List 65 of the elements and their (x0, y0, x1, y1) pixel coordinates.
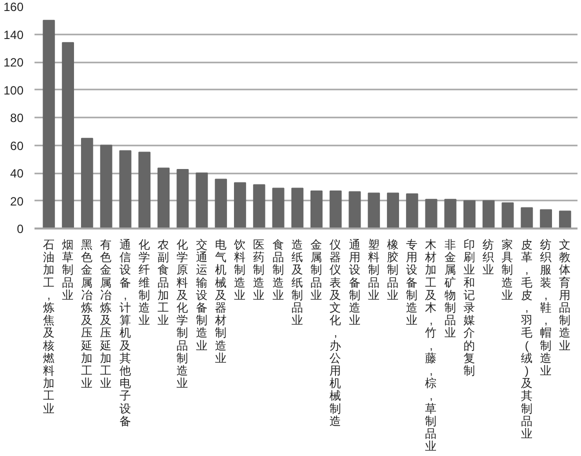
bar (138, 152, 150, 228)
x-tick-label: 饮料制造业 (233, 238, 246, 302)
y-tick-label: 40 (10, 166, 24, 180)
x-tick-label: 造纸及纸制品业 (291, 238, 304, 328)
y-tick-label: 80 (10, 111, 24, 125)
y-tick-label: 120 (3, 56, 24, 70)
y-tick-label: 100 (3, 83, 24, 98)
x-tick-label: 家具制造业 (502, 238, 514, 302)
bar (62, 42, 74, 228)
bar (119, 150, 132, 228)
x-tick-label: 非金属矿物制品业 (443, 238, 456, 340)
x-tick-label: 通用设备制造业 (348, 238, 361, 328)
bar (425, 198, 438, 228)
y-tick-label: 20 (10, 194, 24, 208)
bar (444, 198, 456, 228)
x-tick-label: 纺织业 (482, 238, 495, 277)
bar (559, 210, 572, 228)
bar (214, 178, 227, 228)
bar (234, 182, 246, 228)
y-tick-label: 60 (10, 138, 24, 153)
category-label: 有色金属冶炼及压延加工业 (100, 240, 112, 390)
category-label: 通信设备,计算机及其他电子设备 (119, 240, 132, 428)
bar (196, 172, 208, 228)
bar (463, 200, 476, 228)
x-tick-label: 医药制造业 (253, 238, 266, 302)
category-label: 化学原料及化学制品制造业 (176, 240, 189, 390)
bar (502, 202, 514, 228)
category-label: 石油加工,炼焦及核燃料加工业 (42, 240, 55, 416)
category-label: 仪器仪表及文化,办公用机械制造 (330, 240, 342, 428)
bar (368, 192, 380, 228)
x-tick-label: 农副食品加工业 (158, 238, 170, 328)
category-label: 皮革,毛皮,羽毛(绒)及其制品业 (520, 240, 533, 440)
x-tick-label: 橡胶制品业 (386, 238, 399, 302)
bar (81, 138, 94, 228)
bar (406, 193, 418, 228)
category-label: 黑色金属冶炼及压延加工业 (81, 240, 94, 390)
bar (482, 200, 495, 228)
category-label: 交通运输设备制造业 (196, 240, 208, 352)
bar (158, 168, 170, 228)
x-tick-label: 化学纤维制造业 (138, 238, 150, 328)
bar (330, 190, 342, 228)
y-tick-label: 140 (3, 28, 24, 42)
category-label: 木材加工及木,竹,藤,棕,草制品业 (425, 240, 438, 454)
bar (291, 188, 304, 228)
x-tick-label: 金属制品业 (310, 238, 323, 302)
category-label: 文教体育用品制造业 (559, 240, 572, 352)
bar (348, 191, 361, 228)
x-tick-label: 烟草制品业 (62, 238, 74, 302)
category-label: 印刷业和记录媒介的复制 (463, 240, 476, 378)
bar (272, 188, 284, 228)
x-tick-label: 专用设备制造业 (406, 238, 418, 328)
x-tick-label: 食品制造业 (272, 238, 284, 302)
bar (253, 184, 266, 228)
bar (520, 207, 533, 228)
x-tick-label: 塑料制品业 (368, 238, 380, 302)
bar (540, 209, 552, 228)
bar (176, 169, 189, 228)
bar (386, 192, 400, 228)
y-tick-label: 160 (3, 0, 24, 14)
bar (42, 20, 55, 228)
category-label: 纺织服装,鞋,帽制造业 (540, 240, 552, 378)
bar (310, 190, 323, 228)
bar (100, 144, 112, 228)
category-label: 电气机械及器材制造业 (214, 240, 227, 365)
y-tick-label: 0 (16, 222, 24, 236)
